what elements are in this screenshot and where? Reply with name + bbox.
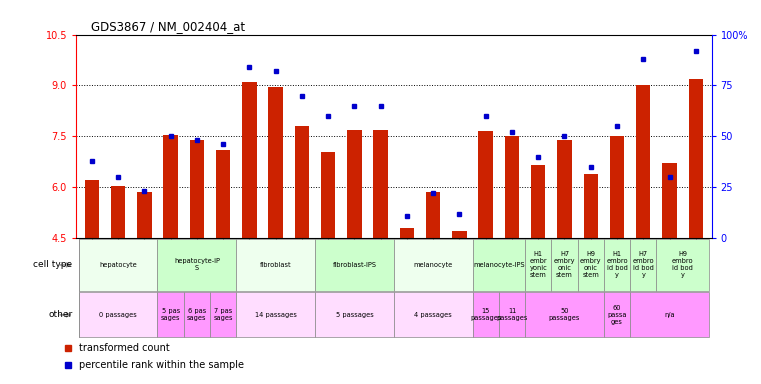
- Bar: [84, 180, 99, 238]
- Text: n/a: n/a: [664, 312, 675, 318]
- Text: 11
passages: 11 passages: [496, 308, 527, 321]
- Text: H7
embry
onic
stem: H7 embry onic stem: [554, 252, 575, 278]
- Bar: [216, 150, 231, 238]
- Bar: [630, 292, 709, 338]
- Bar: [552, 238, 578, 291]
- Bar: [210, 292, 236, 338]
- Bar: [604, 292, 630, 338]
- Text: hepatocyte: hepatocyte: [99, 262, 137, 268]
- Bar: [557, 140, 572, 238]
- Text: 7 pas
sages: 7 pas sages: [213, 308, 233, 321]
- Bar: [242, 82, 256, 238]
- Bar: [236, 292, 315, 338]
- Bar: [394, 238, 473, 291]
- Bar: [689, 79, 703, 238]
- Text: other: other: [48, 310, 72, 319]
- Text: H1
embro
id bod
y: H1 embro id bod y: [607, 252, 628, 278]
- Bar: [452, 231, 466, 238]
- Bar: [137, 192, 151, 238]
- Text: melanocyte: melanocyte: [413, 262, 453, 268]
- Bar: [662, 164, 677, 238]
- Bar: [78, 292, 158, 338]
- Text: 15
passages: 15 passages: [470, 308, 501, 321]
- Bar: [374, 129, 388, 238]
- Bar: [111, 185, 126, 238]
- Bar: [505, 136, 519, 238]
- Bar: [183, 292, 210, 338]
- Bar: [479, 131, 493, 238]
- Text: H9
embro
id bod
y: H9 embro id bod y: [672, 252, 693, 278]
- Bar: [394, 292, 473, 338]
- Text: H1
embr
yonic
stem: H1 embr yonic stem: [530, 252, 547, 278]
- Bar: [473, 238, 525, 291]
- Text: transformed count: transformed count: [79, 343, 170, 353]
- Bar: [657, 238, 709, 291]
- Text: 14 passages: 14 passages: [255, 312, 297, 318]
- Bar: [321, 152, 336, 238]
- Bar: [531, 165, 546, 238]
- Bar: [400, 228, 414, 238]
- Text: 50
passages: 50 passages: [549, 308, 580, 321]
- Bar: [78, 238, 158, 291]
- Text: H7
embro
id bod
y: H7 embro id bod y: [632, 252, 654, 278]
- Bar: [525, 238, 552, 291]
- Bar: [426, 192, 441, 238]
- Text: 60
passa
ges: 60 passa ges: [607, 305, 627, 325]
- Bar: [630, 238, 657, 291]
- Text: fibroblast-IPS: fibroblast-IPS: [333, 262, 377, 268]
- Bar: [610, 136, 624, 238]
- Bar: [604, 238, 630, 291]
- Bar: [295, 126, 309, 238]
- Text: percentile rank within the sample: percentile rank within the sample: [79, 360, 244, 370]
- Text: 5 passages: 5 passages: [336, 312, 374, 318]
- Text: cell type: cell type: [33, 260, 72, 270]
- Text: fibroblast: fibroblast: [260, 262, 291, 268]
- Text: hepatocyte-iP
S: hepatocyte-iP S: [174, 258, 220, 271]
- Bar: [347, 129, 361, 238]
- Bar: [164, 135, 178, 238]
- Text: H9
embry
onic
stem: H9 embry onic stem: [580, 252, 601, 278]
- Bar: [525, 292, 604, 338]
- Bar: [315, 292, 394, 338]
- Bar: [584, 174, 598, 238]
- Bar: [158, 238, 236, 291]
- Bar: [189, 140, 204, 238]
- Text: 0 passages: 0 passages: [99, 312, 137, 318]
- Bar: [315, 238, 394, 291]
- Bar: [636, 86, 651, 238]
- Text: 6 pas
sages: 6 pas sages: [187, 308, 207, 321]
- Bar: [269, 87, 283, 238]
- Text: melanocyte-IPS: melanocyte-IPS: [473, 262, 524, 268]
- Bar: [473, 292, 499, 338]
- Text: GDS3867 / NM_002404_at: GDS3867 / NM_002404_at: [91, 20, 246, 33]
- Bar: [158, 292, 183, 338]
- Bar: [578, 238, 604, 291]
- Text: 4 passages: 4 passages: [414, 312, 452, 318]
- Bar: [499, 292, 525, 338]
- Text: 5 pas
sages: 5 pas sages: [161, 308, 180, 321]
- Bar: [236, 238, 315, 291]
